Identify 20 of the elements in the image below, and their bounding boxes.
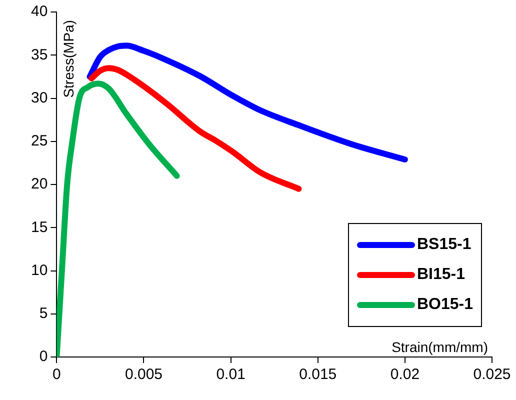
x-tick-label: 0.02: [390, 366, 420, 384]
y-tick-label: 20: [30, 176, 48, 193]
y-tick-label: 40: [30, 3, 48, 20]
x-tick-label: 0.005: [124, 366, 163, 384]
y-tick-label: 5: [39, 305, 48, 322]
x-tick-label: 0.01: [216, 366, 246, 384]
y-tick-label: 25: [30, 132, 48, 150]
legend-label: BI15-1: [417, 266, 466, 284]
y-axis-title: Stress(MPa): [60, 20, 77, 98]
y-tick-label: 10: [30, 262, 48, 279]
y-tick-label: 0: [39, 348, 48, 366]
x-tick-label: 0: [52, 366, 61, 384]
legend-label: BS15-1: [417, 236, 472, 254]
y-tick-label: 30: [30, 89, 48, 106]
legend-label: BO15-1: [417, 296, 474, 314]
y-tick-label: 35: [30, 46, 48, 64]
x-axis-title: Strain(mm/mm): [392, 338, 488, 355]
x-tick-label: 0.015: [299, 366, 337, 384]
x-tick-label: 0.025: [473, 366, 511, 384]
y-tick-label: 15: [30, 218, 48, 236]
